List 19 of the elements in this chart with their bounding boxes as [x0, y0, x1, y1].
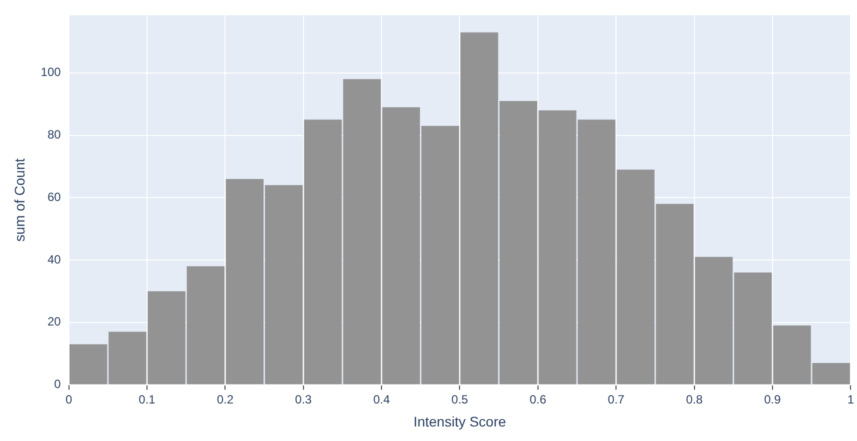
x-tick-label: 0.6	[530, 392, 547, 406]
x-tick-label: 0.1	[138, 392, 156, 406]
x-tick-label: 0.5	[451, 392, 468, 406]
x-tick-label: 0.9	[764, 392, 782, 406]
y-tick-label: 40	[47, 252, 62, 266]
x-tick-label: 0.7	[608, 392, 625, 406]
x-tick-label: 0.8	[686, 392, 703, 406]
y-tick-label: 0	[54, 377, 62, 392]
y-tick-label: 20	[47, 314, 62, 329]
x-axis-title: Intensity Score	[413, 413, 506, 430]
y-axis-title: sum of Count	[11, 158, 28, 242]
y-tick-label: 80	[47, 128, 62, 142]
y-tick-label: 100	[40, 65, 62, 80]
x-tick-label: 1	[847, 392, 854, 406]
x-tick-label: 0.4	[373, 392, 390, 406]
x-tick-label: 0.3	[295, 392, 312, 406]
y-tick-label: 60	[47, 190, 62, 204]
x-tick-label: 0	[65, 392, 72, 406]
x-tick-label: 0.2	[216, 392, 234, 406]
